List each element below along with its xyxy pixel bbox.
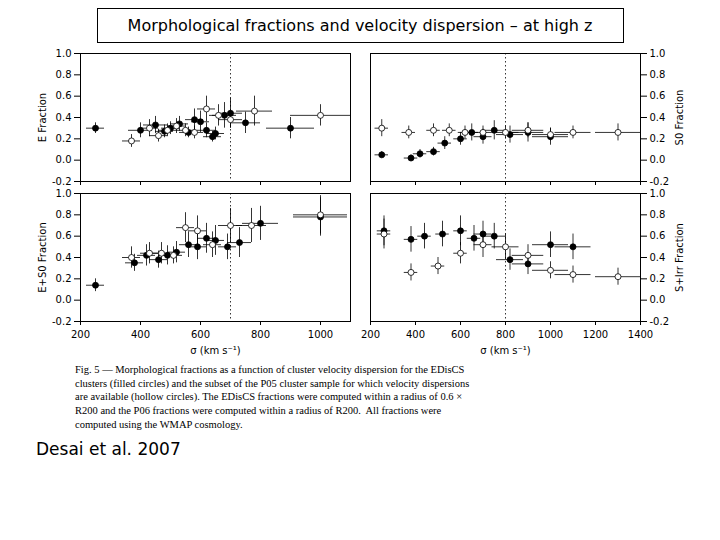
svg-text:0.0: 0.0 — [650, 154, 666, 165]
svg-text:0.2: 0.2 — [650, 273, 666, 284]
svg-text:800: 800 — [496, 329, 515, 340]
svg-text:1.0: 1.0 — [56, 48, 72, 59]
svg-text:0.4: 0.4 — [650, 112, 666, 123]
svg-text:600: 600 — [451, 329, 470, 340]
svg-text:0.0: 0.0 — [56, 294, 72, 305]
svg-text:0.0: 0.0 — [56, 154, 72, 165]
html-text:Desai et al. 2007: Desai et al. 2007 — [36, 439, 181, 460]
svg-text:0.8: 0.8 — [650, 69, 666, 80]
svg-text:0.4: 0.4 — [56, 112, 72, 123]
svg-text:0.8: 0.8 — [56, 209, 72, 220]
svg-text:1.0: 1.0 — [650, 188, 666, 199]
svg-text:0.4: 0.4 — [56, 252, 72, 263]
svg-text:1000: 1000 — [538, 329, 563, 340]
svg-text:400: 400 — [406, 329, 425, 340]
svg-text:0.0: 0.0 — [650, 294, 666, 305]
svg-text:0.2: 0.2 — [56, 133, 72, 144]
svg-text:-0.2: -0.2 — [52, 316, 72, 327]
svg-text:0.6: 0.6 — [650, 230, 666, 241]
html-text:Morphological fractions and ve: Morphological fractions and velocity dis… — [127, 16, 593, 35]
svg-text:400: 400 — [131, 329, 150, 340]
svg-text:0.6: 0.6 — [650, 90, 666, 101]
svg-text:1.0: 1.0 — [56, 188, 72, 199]
svg-text:0.4: 0.4 — [650, 252, 666, 263]
svg-text:-0.2: -0.2 — [650, 316, 670, 327]
svg-text:σ (km s⁻¹): σ (km s⁻¹) — [190, 345, 241, 356]
svg-text:0.6: 0.6 — [56, 90, 72, 101]
svg-text:E Fraction: E Fraction — [37, 93, 48, 142]
html-text:Fig. 5 — Morphological fractio: Fig. 5 — Morphological fractions as a fu… — [75, 364, 470, 430]
svg-text:σ (km s⁻¹): σ (km s⁻¹) — [480, 345, 531, 356]
svg-text:800: 800 — [251, 329, 270, 340]
svg-text:E+S0 Fraction: E+S0 Fraction — [37, 222, 48, 293]
svg-text:0.2: 0.2 — [56, 273, 72, 284]
svg-text:200: 200 — [71, 329, 90, 340]
svg-text:600: 600 — [191, 329, 210, 340]
svg-text:0.8: 0.8 — [650, 209, 666, 220]
svg-text:0.6: 0.6 — [56, 230, 72, 241]
svg-text:S0 Fraction: S0 Fraction — [674, 90, 685, 146]
svg-text:-0.2: -0.2 — [52, 176, 72, 187]
svg-text:1400: 1400 — [628, 329, 653, 340]
svg-text:0.2: 0.2 — [650, 133, 666, 144]
svg-text:1200: 1200 — [583, 329, 608, 340]
svg-text:200: 200 — [361, 329, 380, 340]
svg-text:-0.2: -0.2 — [650, 176, 670, 187]
svg-text:1000: 1000 — [308, 329, 333, 340]
svg-text:0.8: 0.8 — [56, 69, 72, 80]
svg-text:S+Irr Fraction: S+Irr Fraction — [674, 223, 685, 292]
svg-text:1.0: 1.0 — [650, 48, 666, 59]
